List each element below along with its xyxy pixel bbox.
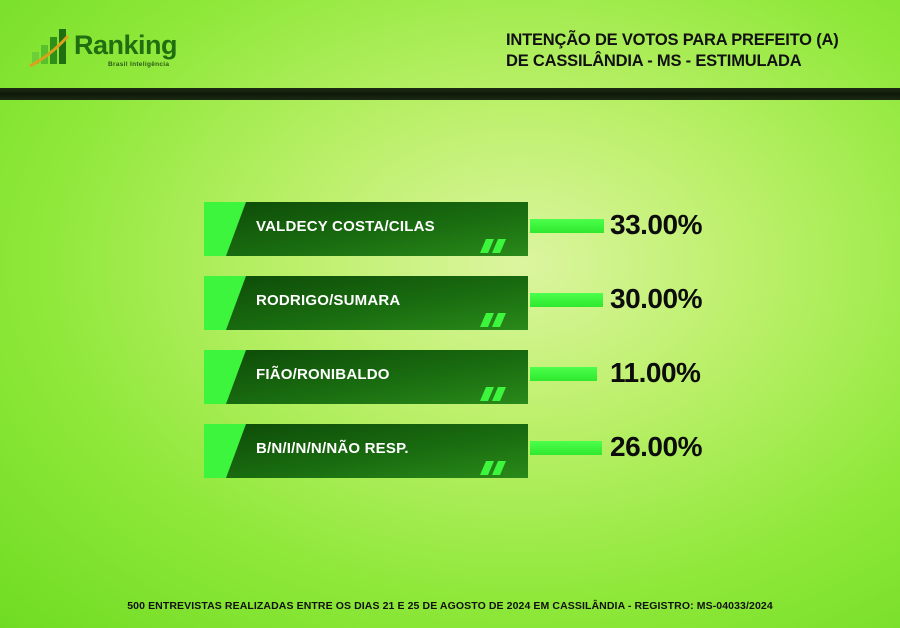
value-bar	[530, 293, 603, 307]
value-bar	[530, 367, 597, 381]
bar-row: VALDECY COSTA/CILAS 33.00%	[204, 202, 724, 256]
category-label-box: VALDECY COSTA/CILAS	[204, 202, 528, 256]
category-label-box: FIÃO/RONIBALDO	[204, 350, 528, 404]
value-label: 33.00%	[610, 209, 702, 240]
ranking-logo: Ranking Brasil Inteligência	[28, 24, 198, 74]
value-bar	[530, 441, 602, 455]
bar-row: B/N/I/N/N/NÃO RESP. 26.00%	[204, 424, 724, 478]
value-label: 30.00%	[610, 283, 702, 314]
value-label: 11.00%	[610, 357, 701, 388]
bar-growth-icon	[29, 29, 70, 68]
title-line-2: DE CASSILÂNDIA - MS - ESTIMULADA	[506, 52, 802, 70]
label-box-shape	[204, 424, 528, 478]
label-box-shape	[204, 350, 528, 404]
label-box-shape	[204, 276, 528, 330]
value-label: 26.00%	[610, 431, 702, 462]
header-divider	[0, 88, 900, 100]
chart-title: INTENÇÃO DE VOTOS PARA PREFEITO (A) DE C…	[506, 30, 886, 72]
brand-name: Ranking	[74, 30, 178, 60]
footer-note: 500 ENTREVISTAS REALIZADAS ENTRE OS DIAS…	[127, 600, 773, 612]
bar-row: RODRIGO/SUMARA 30.00%	[204, 276, 724, 330]
category-label-box: RODRIGO/SUMARA	[204, 276, 528, 330]
value-bar	[530, 219, 604, 233]
title-line-1: INTENÇÃO DE VOTOS PARA PREFEITO (A)	[506, 31, 839, 49]
category-label-box: B/N/I/N/N/NÃO RESP.	[204, 424, 528, 478]
category-label: FIÃO/RONIBALDO	[256, 366, 390, 383]
label-box-shape	[204, 202, 528, 256]
category-label: B/N/I/N/N/NÃO RESP.	[256, 440, 409, 457]
category-label: RODRIGO/SUMARA	[256, 292, 401, 309]
brand-tagline: Brasil Inteligência	[108, 61, 170, 68]
category-label: VALDECY COSTA/CILAS	[256, 218, 435, 235]
bar-row: FIÃO/RONIBALDO 11.00%	[204, 350, 724, 404]
